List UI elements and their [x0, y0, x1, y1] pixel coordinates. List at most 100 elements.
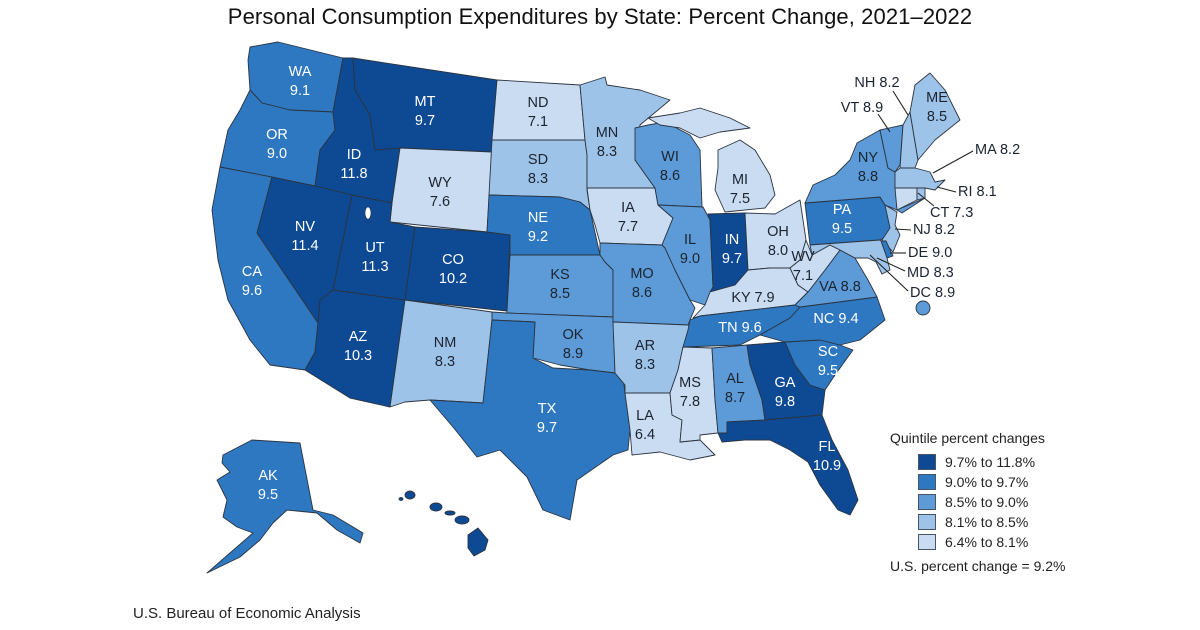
state-value-az: 10.3 — [344, 348, 372, 364]
leader-line-dc — [869, 254, 909, 292]
state-value-hi: 9.8 — [410, 541, 430, 557]
legend-swatch — [918, 534, 936, 550]
state-abbr-wy: WY — [428, 175, 452, 191]
state-value-ar: 8.3 — [635, 357, 655, 373]
legend-label: 8.1% to 8.5% — [945, 514, 1029, 530]
state-label-ct: CT 7.3 — [930, 205, 973, 221]
state-label-ma: MA 8.2 — [975, 142, 1020, 158]
state-label-va: VA 8.8 — [819, 279, 861, 295]
state-hi — [444, 510, 456, 516]
state-abbr-la: LA — [636, 408, 654, 424]
state-abbr-pa: PA — [833, 202, 852, 218]
state-ny — [896, 197, 926, 214]
state-value-wi: 8.6 — [660, 168, 680, 184]
state-hi — [454, 515, 470, 525]
state-label-ri: RI 8.1 — [958, 184, 997, 200]
state-value-mt: 9.7 — [415, 113, 435, 129]
legend-item: 8.1% to 8.5% — [918, 512, 1090, 532]
state-label-de: DE 9.0 — [908, 245, 952, 261]
state-abbr-mo: MO — [630, 266, 653, 282]
state-abbr-ut: UT — [365, 240, 384, 256]
state-fl — [717, 414, 859, 516]
state-value-ne: 9.2 — [528, 229, 548, 245]
legend-item: 6.4% to 8.1% — [918, 532, 1090, 552]
state-abbr-co: CO — [442, 252, 464, 268]
state-abbr-ak: AK — [258, 468, 278, 484]
leader-line-ri — [936, 186, 957, 193]
legend-label: 9.7% to 11.8% — [945, 454, 1036, 470]
legend-item: 9.0% to 9.7% — [918, 472, 1090, 492]
legend-swatch — [918, 514, 936, 530]
state-value-wv: 7.1 — [793, 268, 813, 284]
state-value-in: 9.7 — [722, 251, 742, 267]
state-value-sd: 8.3 — [528, 171, 548, 187]
state-abbr-wa: WA — [289, 64, 312, 80]
state-label-nh: NH 8.2 — [854, 75, 899, 91]
state-abbr-ok: OK — [563, 327, 584, 343]
state-value-nv: 11.4 — [291, 238, 318, 254]
legend-label: 9.0% to 9.7% — [945, 474, 1029, 490]
state-tx — [429, 319, 631, 521]
state-value-pa: 9.5 — [832, 221, 852, 237]
state-value-al: 8.7 — [725, 390, 745, 406]
state-value-tx: 9.7 — [537, 420, 557, 436]
state-abbr-fl: FL — [819, 439, 836, 455]
state-abbr-or: OR — [266, 127, 288, 143]
state-hi — [404, 490, 416, 500]
state-abbr-sd: SD — [528, 152, 548, 168]
state-abbr-id: ID — [347, 147, 362, 163]
legend-item: 8.5% to 9.0% — [918, 492, 1090, 512]
state-dc — [915, 300, 931, 316]
state-value-ut: 11.3 — [361, 259, 388, 275]
state-value-sc: 9.5 — [818, 363, 838, 379]
state-abbr-oh: OH — [767, 224, 789, 240]
state-wi — [634, 121, 703, 208]
state-abbr-ar: AR — [635, 338, 655, 354]
state-abbr-sc: SC — [818, 344, 838, 360]
state-wy — [389, 147, 493, 233]
legend-label: 8.5% to 9.0% — [945, 494, 1029, 510]
state-abbr-tx: TX — [538, 401, 557, 417]
state-mi — [647, 107, 751, 139]
state-abbr-mt: MT — [415, 94, 436, 110]
state-abbr-il: IL — [684, 232, 696, 248]
state-abbr-hi: HI — [413, 522, 428, 538]
state-label-tn: TN 9.6 — [718, 320, 762, 336]
state-abbr-ny: NY — [858, 150, 878, 166]
state-abbr-nd: ND — [528, 95, 549, 111]
state-value-mi: 7.5 — [730, 191, 750, 207]
state-label-nc: NC 9.4 — [813, 311, 858, 327]
state-value-wy: 7.6 — [430, 194, 450, 210]
state-abbr-az: AZ — [349, 329, 368, 345]
leader-line-nh — [892, 90, 909, 116]
state-value-ia: 7.7 — [618, 219, 638, 235]
state-ak — [206, 439, 364, 574]
state-me — [909, 72, 961, 161]
leader-line-md — [876, 257, 906, 272]
state-value-ak: 9.5 — [258, 487, 278, 503]
state-value-nm: 8.3 — [435, 354, 455, 370]
state-value-il: 9.0 — [680, 251, 700, 267]
state-abbr-al: AL — [726, 371, 744, 387]
state-value-fl: 10.9 — [813, 458, 841, 474]
legend-item: 9.7% to 11.8% — [918, 452, 1090, 472]
state-abbr-nv: NV — [295, 219, 315, 235]
state-value-ga: 9.8 — [775, 394, 795, 410]
state-md — [809, 239, 891, 275]
state-value-ok: 8.9 — [563, 346, 583, 362]
state-value-me: 8.5 — [927, 109, 947, 125]
state-abbr-nm: NM — [434, 335, 457, 351]
state-abbr-ne: NE — [528, 210, 548, 226]
great-salt-lake — [364, 206, 372, 220]
leader-line-nj — [894, 228, 912, 231]
state-abbr-me: ME — [926, 90, 948, 106]
legend-swatch — [918, 454, 936, 470]
state-hi — [429, 502, 443, 512]
leader-line-ma — [932, 150, 974, 174]
state-hi — [398, 497, 404, 501]
state-value-la: 6.4 — [635, 427, 655, 443]
state-value-mo: 8.6 — [632, 285, 652, 301]
legend-swatch — [918, 494, 936, 510]
state-abbr-in: IN — [725, 232, 740, 248]
